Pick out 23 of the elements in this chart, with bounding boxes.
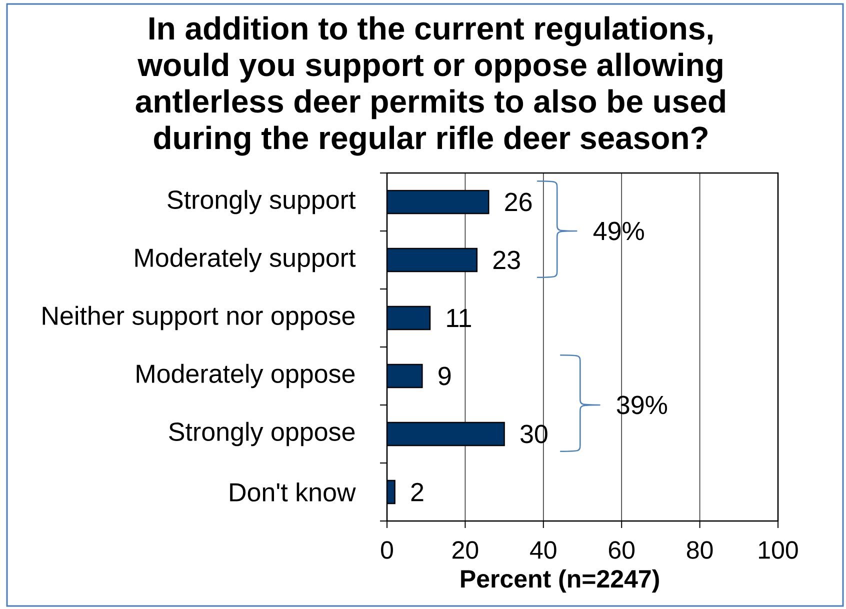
x-axis-title: Percent (n=2247) <box>461 569 659 593</box>
chart-title: In addition to the current regulations, would you support or oppose allowing antlerless deer permits to also be used during the regular rifle deer season? <box>136 16 725 156</box>
bar <box>387 248 478 272</box>
y-tick-label: Neither support nor oppose <box>42 306 355 330</box>
y-tick-label: Strongly support <box>168 190 356 214</box>
data-label: 9 <box>438 366 451 386</box>
x-tick-label: 20 <box>452 541 478 559</box>
x-tick-label: 40 <box>530 541 556 559</box>
bar <box>387 306 431 330</box>
data-label: 2 <box>411 482 424 502</box>
bar <box>387 422 505 446</box>
y-tick-label: Strongly oppose <box>169 422 355 446</box>
bar <box>387 364 423 388</box>
x-tick-label: 80 <box>686 541 713 559</box>
x-tick-label: 0 <box>381 541 393 559</box>
x-tick-label: 100 <box>759 541 798 559</box>
x-tick-label: 60 <box>608 541 635 559</box>
y-tick-label: Moderately oppose <box>136 364 355 388</box>
y-tick-label: Don't know <box>230 482 356 502</box>
bar <box>387 190 490 214</box>
data-label: 26 <box>505 192 532 212</box>
data-label: 23 <box>493 250 520 270</box>
y-tick-label: Moderately support <box>135 248 356 272</box>
